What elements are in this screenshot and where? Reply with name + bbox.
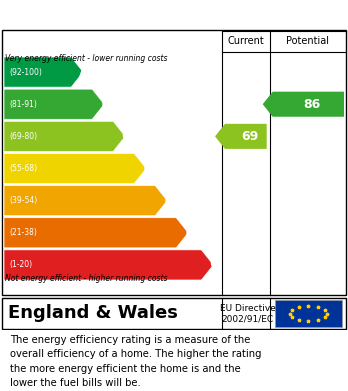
Text: The energy efficiency rating is a measure of the
overall efficiency of a home. T: The energy efficiency rating is a measur… (10, 335, 262, 388)
Polygon shape (263, 91, 344, 117)
Text: G: G (209, 257, 222, 273)
Text: (21-38): (21-38) (9, 228, 37, 237)
Text: Not energy efficient - higher running costs: Not energy efficient - higher running co… (5, 274, 167, 283)
Bar (275, 300, 342, 327)
Text: A: A (79, 65, 91, 80)
Polygon shape (4, 250, 213, 280)
Text: Current: Current (228, 36, 264, 47)
Text: Energy Efficiency Rating: Energy Efficiency Rating (10, 7, 220, 22)
Text: England & Wales: England & Wales (8, 305, 178, 323)
Polygon shape (4, 89, 104, 119)
Polygon shape (4, 218, 188, 248)
Text: (39-54): (39-54) (9, 196, 37, 205)
Text: B: B (100, 97, 112, 112)
Text: Potential: Potential (286, 36, 329, 47)
Polygon shape (215, 124, 267, 149)
Text: 69: 69 (241, 130, 259, 143)
Polygon shape (4, 153, 146, 183)
Text: C: C (121, 129, 132, 144)
Polygon shape (4, 57, 83, 87)
Text: (69-80): (69-80) (9, 132, 37, 141)
Text: D: D (142, 161, 155, 176)
Text: E: E (163, 193, 174, 208)
Polygon shape (4, 186, 167, 216)
Text: EU Directive
2002/91/EC: EU Directive 2002/91/EC (220, 304, 276, 323)
Text: (1-20): (1-20) (9, 260, 32, 269)
Text: (92-100): (92-100) (9, 68, 42, 77)
Polygon shape (4, 121, 125, 151)
Text: (55-68): (55-68) (9, 164, 37, 173)
Text: Very energy efficient - lower running costs: Very energy efficient - lower running co… (5, 54, 167, 63)
Text: 86: 86 (304, 98, 321, 111)
Text: (81-91): (81-91) (9, 100, 37, 109)
Text: F: F (184, 225, 195, 240)
